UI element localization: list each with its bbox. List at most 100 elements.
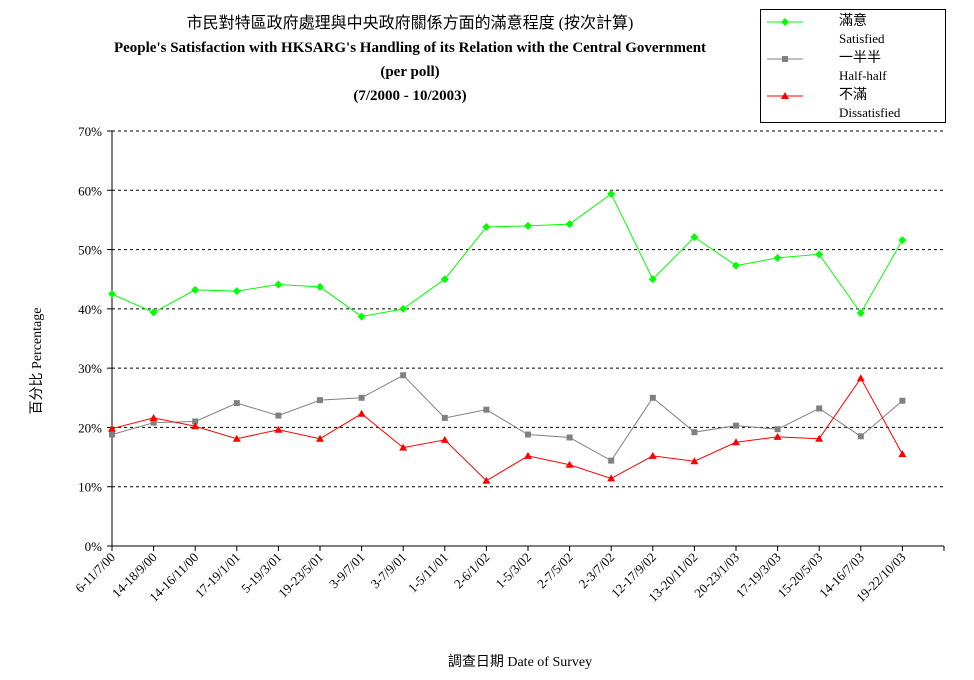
data-point-dissatisfied	[815, 434, 824, 442]
data-point-half-half	[441, 414, 448, 421]
legend-swatch-marker	[781, 18, 789, 26]
y-axis-title: 百分比 Percentage	[30, 307, 45, 415]
legend-label-dissatisfied-en: Dissatisfied	[839, 105, 901, 120]
x-tick-label: 2-7/5/02	[534, 550, 576, 592]
legend-swatch-half-half	[767, 56, 803, 62]
data-point-half-half	[649, 394, 656, 401]
data-point-dissatisfied	[607, 474, 616, 482]
legend-label-satisfied-zh: 滿意	[839, 14, 867, 29]
data-point-half-half	[150, 419, 157, 426]
legend-label-half-half-zh: 一半半	[839, 51, 881, 66]
data-point-satisfied	[565, 220, 574, 229]
chart-title: 市民對特區政府處理與中央政府關係方面的滿意程度 (按次計算) People's …	[60, 12, 760, 108]
x-tick-label: 2-6/1/02	[451, 550, 493, 592]
y-tick-label: 0%	[85, 539, 103, 554]
data-point-half-half	[774, 426, 781, 433]
chart-title-zh: 市民對特區政府處理與中央政府關係方面的滿意程度 (按次計算)	[186, 15, 634, 32]
data-point-half-half	[525, 431, 531, 438]
series-line-dissatisfied	[111, 377, 903, 482]
legend-label-dissatisfied-zh: 不滿	[839, 88, 867, 103]
x-axis-title: 調查日期 Date of Survey	[447, 655, 593, 670]
y-tick-label: 60%	[78, 183, 102, 198]
data-point-satisfied	[440, 275, 449, 284]
data-point-dissatisfied	[690, 457, 699, 465]
data-point-satisfied	[108, 290, 116, 299]
y-tick-label: 50%	[78, 243, 102, 258]
data-point-satisfied	[357, 312, 366, 321]
data-point-dissatisfied	[316, 434, 324, 442]
legend-swatch-satisfied	[767, 18, 803, 26]
x-tick-label: 17-19/1/01	[192, 550, 243, 601]
data-point-dissatisfied	[274, 425, 283, 433]
data-point-dissatisfied	[482, 476, 491, 484]
data-point-dissatisfied	[232, 434, 241, 442]
data-point-dissatisfied	[149, 413, 158, 421]
data-point-half-half	[691, 429, 698, 436]
data-point-half-half	[816, 405, 823, 412]
data-point-dissatisfied	[898, 450, 907, 458]
y-tick-label: 10%	[78, 480, 102, 495]
data-point-half-half	[483, 406, 490, 413]
data-point-satisfied	[274, 280, 283, 289]
data-point-half-half	[566, 434, 573, 441]
legend-swatch-dissatisfied	[767, 92, 803, 99]
x-tick-label: 1-5/11/01	[405, 550, 451, 596]
y-tick-label: 70%	[78, 124, 102, 139]
x-tick-label: 3-7/9/01	[368, 550, 410, 592]
x-tick-label: 2-3/7/02	[576, 550, 618, 592]
data-point-satisfied	[773, 253, 782, 262]
data-point-satisfied	[732, 261, 740, 270]
data-point-half-half	[317, 397, 323, 404]
data-point-half-half	[233, 400, 240, 407]
legend-swatch-marker	[781, 92, 789, 99]
data-point-dissatisfied	[565, 460, 574, 468]
data-point-satisfied	[690, 233, 699, 242]
legend-item-dissatisfied: 不滿 Dissatisfied	[761, 88, 945, 124]
data-point-satisfied	[399, 304, 408, 313]
data-point-satisfied	[316, 282, 324, 291]
data-point-satisfied	[524, 221, 532, 230]
data-point-dissatisfied	[399, 443, 408, 451]
data-point-satisfied	[191, 285, 200, 294]
chart-title-en: People's Satisfaction with HKSARG's Hand…	[113, 40, 707, 56]
y-tick-label: 40%	[78, 302, 102, 317]
data-point-half-half	[358, 394, 365, 401]
legend-swatch-marker	[782, 56, 788, 62]
x-tick-label: 3-9/7/01	[326, 550, 368, 592]
data-point-dissatisfied	[732, 438, 740, 446]
data-point-half-half	[275, 412, 282, 419]
chart-subtitle: (per poll)	[380, 64, 440, 80]
legend-label-satisfied-en: Satisfied	[839, 31, 885, 46]
data-point-satisfied	[482, 223, 491, 232]
data-point-half-half	[192, 418, 199, 425]
data-point-satisfied	[232, 287, 241, 296]
data-point-satisfied	[815, 250, 824, 259]
legend-label-half-half-en: Half-half	[839, 68, 887, 83]
data-point-half-half	[109, 431, 115, 438]
data-point-dissatisfied	[357, 409, 366, 417]
x-tick-label: 19-23/5/01	[275, 550, 326, 601]
data-point-half-half	[857, 433, 864, 440]
y-tick-label: 30%	[78, 361, 102, 376]
y-tick-label: 20%	[78, 420, 102, 435]
legend-item-satisfied: 滿意 Satisfied	[761, 14, 945, 50]
data-point-satisfied	[607, 189, 616, 198]
data-point-half-half	[400, 372, 407, 379]
series-line-half-half	[111, 374, 903, 462]
data-point-satisfied	[648, 275, 657, 284]
data-point-dissatisfied	[773, 432, 782, 440]
data-point-satisfied	[898, 236, 907, 245]
data-point-dissatisfied	[191, 422, 200, 430]
data-point-dissatisfied	[648, 451, 657, 459]
data-point-satisfied	[856, 309, 865, 318]
data-point-half-half	[608, 457, 615, 464]
data-point-dissatisfied	[524, 451, 532, 459]
data-point-dissatisfied	[108, 424, 116, 432]
series-line-satisfied	[111, 193, 903, 318]
data-point-dissatisfied	[856, 374, 865, 382]
legend-item-half-half: 一半半 Half-half	[761, 51, 945, 87]
data-point-half-half	[899, 397, 906, 404]
data-point-half-half	[733, 422, 739, 429]
chart-legend: 滿意 Satisfied 一半半 Half-half 不滿 Dissatisfi…	[760, 9, 946, 123]
